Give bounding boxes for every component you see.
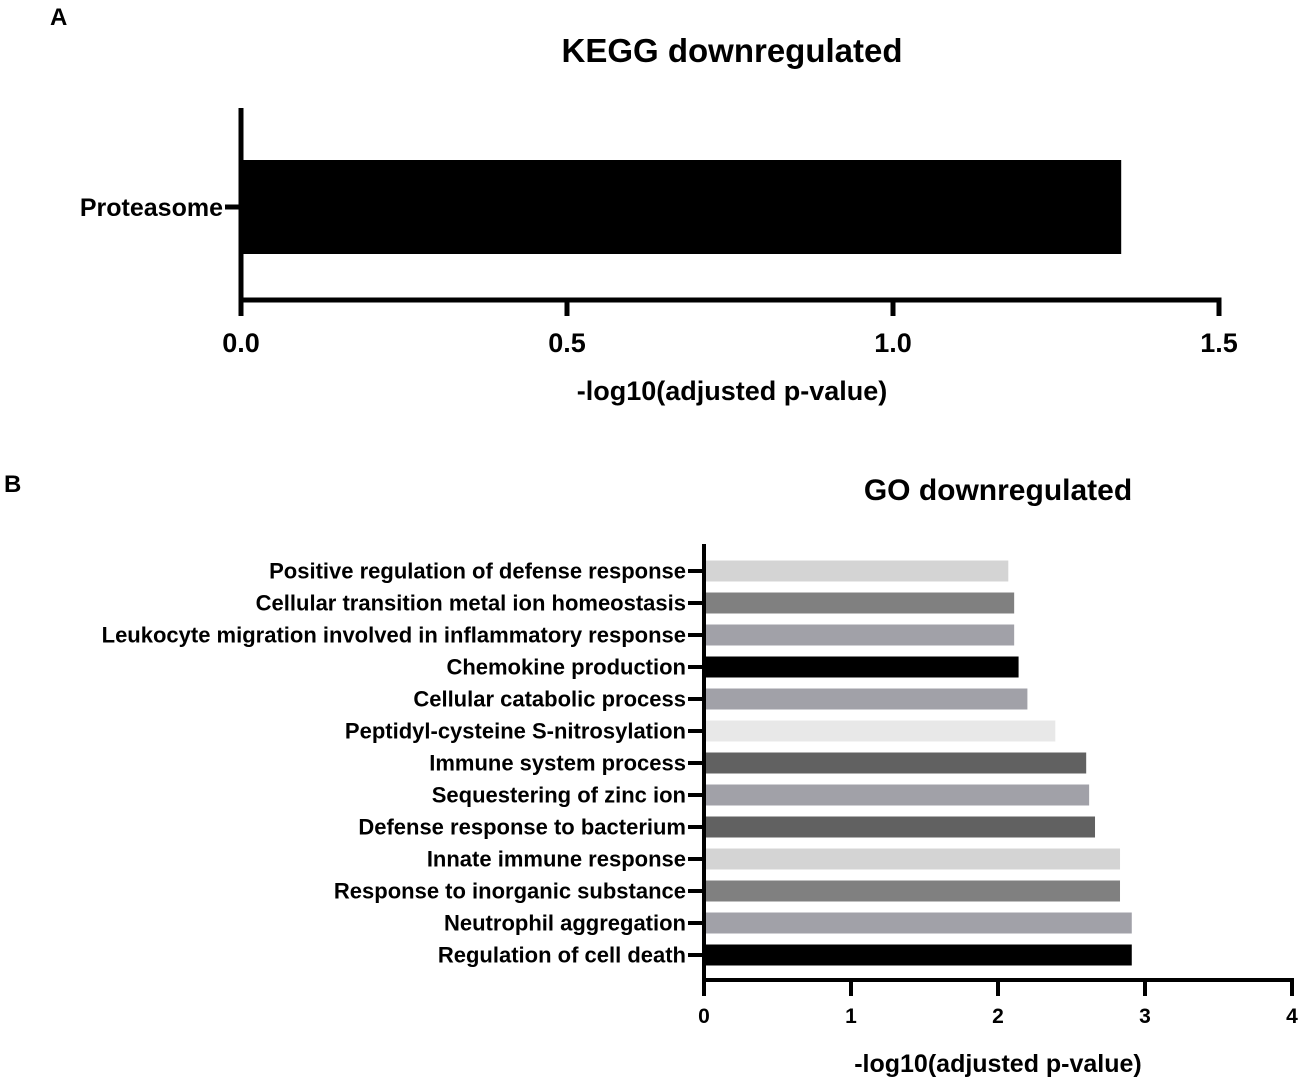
- x-tick-label: 1.5: [1200, 328, 1238, 358]
- bar: [706, 720, 1056, 742]
- x-tick-label: 0.5: [548, 328, 586, 358]
- bar: [243, 160, 1122, 254]
- bar: [706, 944, 1132, 966]
- panel-a-category-labels: Proteasome: [80, 194, 223, 222]
- x-tick-label: 1.0: [874, 328, 912, 358]
- bar: [706, 816, 1096, 838]
- panel-b-bars: [706, 560, 1132, 966]
- category-label: Response to inorganic substance: [334, 879, 686, 904]
- bar: [706, 880, 1121, 902]
- bar: [706, 752, 1087, 774]
- x-tick-label: 2: [992, 1005, 1004, 1028]
- bar: [706, 656, 1019, 678]
- category-label: Chemokine production: [446, 655, 686, 680]
- category-label: Regulation of cell death: [438, 943, 686, 968]
- x-tick-label: 0.0: [222, 328, 260, 358]
- category-label: Cellular catabolic process: [413, 687, 686, 712]
- panel-b-letter: B: [4, 471, 21, 498]
- category-label: Innate immune response: [427, 847, 686, 872]
- panel-a-axes: [225, 108, 1222, 316]
- bar: [706, 848, 1121, 870]
- category-label: Positive regulation of defense response: [269, 559, 686, 584]
- bar: [706, 688, 1028, 710]
- panel-b-category-labels: Positive regulation of defense response C…: [102, 559, 686, 968]
- bar: [706, 784, 1090, 806]
- panel-a-letter: A: [50, 4, 67, 31]
- category-label: Proteasome: [80, 194, 223, 222]
- panel-b-title: GO downregulated: [864, 474, 1132, 507]
- category-label: Cellular transition metal ion homeostasi…: [256, 591, 686, 616]
- category-label: Leukocyte migration involved in inflamma…: [102, 623, 686, 648]
- bar: [706, 912, 1132, 934]
- bar: [706, 592, 1015, 614]
- category-label: Peptidyl-cysteine S-nitrosylation: [345, 719, 686, 744]
- x-tick-label: 0: [698, 1005, 710, 1028]
- panel-a-bars: [243, 160, 1122, 254]
- x-tick-label: 3: [1139, 1005, 1151, 1028]
- panel-a-tick-labels: 0.0 0.5 1.0 1.5: [222, 328, 1238, 358]
- bar: [706, 560, 1009, 582]
- panel-a-x-axis-label: -log10(adjusted p-value): [577, 376, 888, 406]
- panel-b: B GO downregulated Positive regulation o…: [4, 471, 1298, 1078]
- category-label: Sequestering of zinc ion: [432, 783, 686, 808]
- panel-a: A KEGG downregulated Proteasome 0.0 0.5 1.…: [50, 4, 1238, 406]
- bar: [706, 624, 1015, 646]
- category-label: Immune system process: [429, 751, 686, 776]
- panel-a-title: KEGG downregulated: [561, 32, 902, 69]
- category-label: Neutrophil aggregation: [444, 911, 686, 936]
- panel-b-x-axis-label: -log10(adjusted p-value): [854, 1050, 1142, 1078]
- category-label: Defense response to bacterium: [358, 815, 686, 840]
- panel-b-axes: [688, 544, 1294, 996]
- panel-b-tick-labels: 0 1 2 3 4: [698, 1005, 1298, 1028]
- x-tick-label: 4: [1286, 1005, 1298, 1028]
- x-tick-label: 1: [845, 1005, 857, 1028]
